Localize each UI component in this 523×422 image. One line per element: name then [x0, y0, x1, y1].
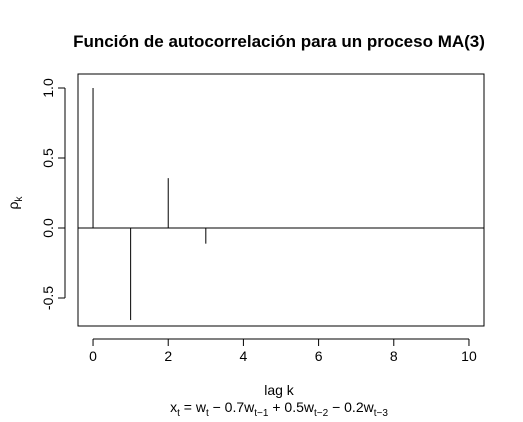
formula-w1: w	[195, 399, 207, 415]
formula-w4: w	[363, 399, 375, 415]
y-axis-label: ρk	[5, 196, 25, 210]
x-axis-label: lag k	[264, 382, 295, 398]
x-tick-label: 8	[390, 348, 398, 364]
formula-w3-sub: t−2	[314, 408, 329, 419]
y-tick-label: 0.5	[40, 148, 56, 168]
chart-title: Función de autocorrelación para un proce…	[73, 32, 485, 51]
formula-w4-sub: t−3	[374, 408, 389, 419]
formula-w2-sub: t−1	[254, 408, 269, 419]
formula-w1-sub: t	[206, 408, 209, 419]
formula-x-sub: t	[177, 408, 180, 419]
formula-x: x	[170, 399, 177, 415]
y-tick-label: 1.0	[40, 78, 56, 98]
formula-op3: − 0.2	[328, 399, 364, 415]
x-tick-label: 4	[240, 348, 248, 364]
plot-frame	[77, 73, 485, 327]
x-tick-label: 2	[164, 348, 172, 364]
formula-eq: =	[180, 399, 196, 415]
y-tick-label: -0.5	[40, 286, 56, 310]
x-tick-label: 6	[315, 348, 323, 364]
x-tick-label: 10	[461, 348, 477, 364]
formula-w2: w	[243, 399, 255, 415]
acf-bars	[92, 88, 207, 321]
model-formula: xt = wt − 0.7wt−1 + 0.5wt−2 − 0.2wt−3	[170, 399, 388, 419]
formula-op1: − 0.7	[209, 399, 245, 415]
formula-w3: w	[303, 399, 315, 415]
y-label-rho: ρ	[5, 201, 21, 209]
y-axis: -0.5 0.0 0.5 1.0	[40, 78, 66, 310]
formula-op2: + 0.5	[268, 399, 304, 415]
x-tick-label: 0	[89, 348, 97, 364]
x-axis: 0 2 4 6 8 10	[89, 338, 477, 364]
y-tick-label: 0.0	[40, 218, 56, 238]
y-label-sub: k	[14, 196, 25, 202]
